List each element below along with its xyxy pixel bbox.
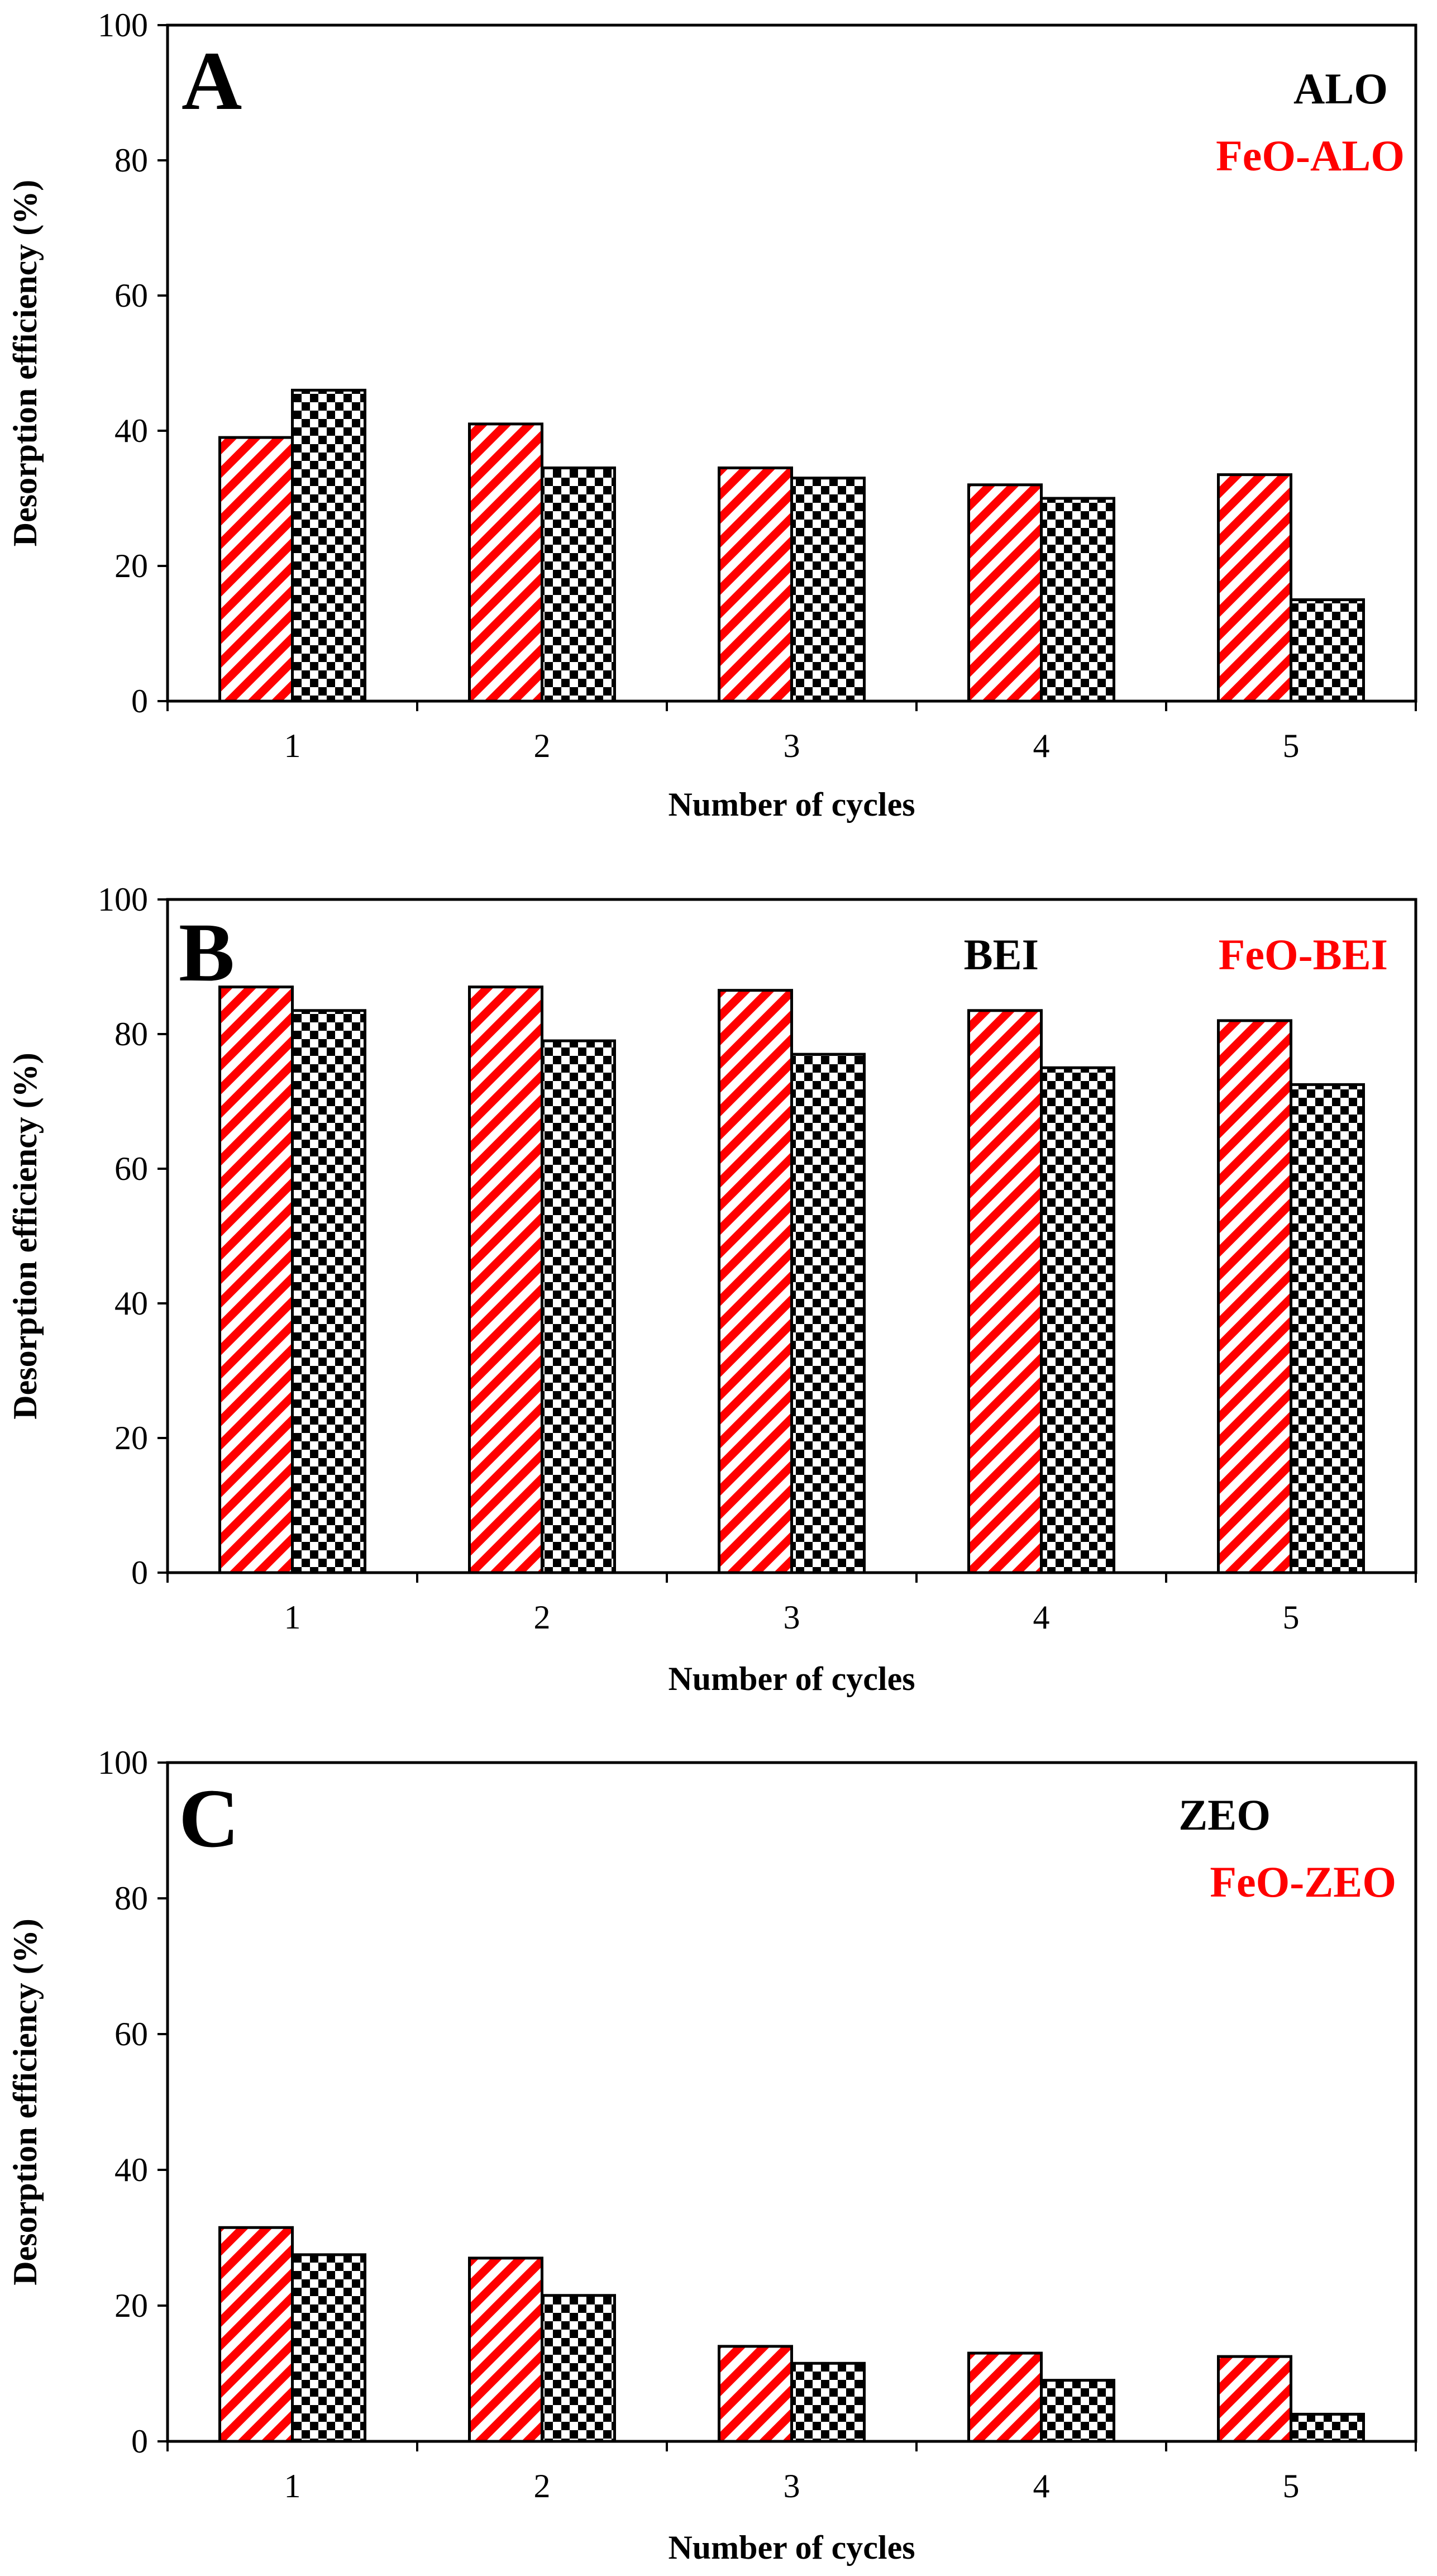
- y-tick-label: 60: [114, 1150, 148, 1187]
- bar-feo-bei-cycle-2: [468, 985, 543, 1574]
- y-tick-label: 40: [114, 1285, 148, 1322]
- x-tick-label: 3: [784, 2468, 800, 2504]
- y-tick-label: 0: [131, 1554, 148, 1591]
- y-tick-label: 0: [131, 2423, 148, 2460]
- bar-alo-cycle-2: [541, 466, 616, 703]
- bar-zeo-cycle-2: [541, 2294, 616, 2443]
- y-tick-label: 80: [114, 1880, 148, 1917]
- x-tick-label: 5: [1283, 2468, 1300, 2504]
- bar-feo-bei-cycle-3: [718, 989, 793, 1574]
- y-tick-label: 100: [98, 881, 148, 918]
- chart-panel-b: 0 20 40 60 80 100 1 2 3 4 5 Number of cycles Desorpt…: [7, 881, 1417, 1697]
- legend-entry-bei: BEI: [964, 930, 1039, 979]
- x-axis-title: Number of cycles: [668, 786, 915, 823]
- y-tick-label: 80: [114, 1016, 148, 1053]
- bar-alo-cycle-4: [1040, 497, 1115, 703]
- bar-zeo-cycle-1: [291, 2253, 366, 2443]
- bar-zeo-cycle-4: [1040, 2379, 1115, 2443]
- bar-bei-cycle-1: [291, 1009, 366, 1574]
- bar-alo-cycle-3: [790, 477, 866, 703]
- bar-alo-cycle-5: [1290, 598, 1365, 703]
- bar-alo-cycle-1: [291, 388, 366, 703]
- chart-panel-c: 0 20 40 60 80 100 1 2 3 4 5 Number of cycles Desorpt…: [7, 1744, 1417, 2566]
- bar-feo-bei-cycle-1: [218, 985, 294, 1574]
- bar-feo-alo-cycle-3: [718, 466, 793, 703]
- legend-entry-feo-bei: FeO-BEI: [1219, 930, 1388, 979]
- bar-bei-cycle-3: [790, 1053, 866, 1574]
- bar-bei-cycle-2: [541, 1039, 616, 1574]
- x-tick-label: 4: [1033, 727, 1050, 764]
- y-tick-label: 40: [114, 412, 148, 449]
- legend-entry-feo-zeo: FeO-ZEO: [1210, 1858, 1396, 1906]
- x-tick-label: 5: [1283, 727, 1300, 764]
- x-tick-label: 3: [784, 1599, 800, 1636]
- x-tick-label: 2: [534, 2468, 551, 2504]
- x-tick-label: 2: [534, 1599, 551, 1636]
- x-tick-label: 5: [1283, 1599, 1300, 1636]
- y-tick-label: 60: [114, 277, 148, 314]
- y-tick-label: 0: [131, 683, 148, 720]
- bar-feo-alo-cycle-2: [468, 422, 543, 703]
- y-axis-title: Desorption efficiency (%): [7, 1918, 44, 2285]
- bar-zeo-cycle-5: [1290, 2412, 1365, 2443]
- y-tick-label: 20: [114, 2287, 148, 2324]
- y-tick-label: 60: [114, 2016, 148, 2053]
- x-tick-label: 2: [534, 727, 551, 764]
- legend-entry-zeo: ZEO: [1178, 1791, 1271, 1839]
- panel-label: B: [179, 906, 235, 999]
- x-axis-title: Number of cycles: [668, 2529, 915, 2566]
- x-tick-label: 4: [1033, 2468, 1050, 2504]
- y-tick-label: 40: [114, 2151, 148, 2188]
- x-tick-label: 4: [1033, 1599, 1050, 1636]
- panel-label: C: [179, 1772, 239, 1865]
- x-tick-label: 1: [284, 1599, 301, 1636]
- y-axis-title: Desorption efficiency (%): [7, 180, 44, 546]
- y-tick-label: 100: [98, 1744, 148, 1781]
- bar-feo-zeo-cycle-5: [1217, 2355, 1292, 2443]
- panel-label: A: [182, 35, 242, 127]
- bar-feo-bei-cycle-5: [1217, 1019, 1292, 1574]
- x-axis-title: Number of cycles: [668, 1660, 915, 1697]
- x-tick-label: 1: [284, 727, 301, 764]
- bar-feo-zeo-cycle-4: [967, 2351, 1043, 2443]
- bar-feo-alo-cycle-4: [967, 483, 1043, 703]
- bar-zeo-cycle-3: [790, 2361, 866, 2443]
- legend-entry-alo: ALO: [1293, 64, 1388, 113]
- x-tick-label: 3: [784, 727, 800, 764]
- bar-feo-alo-cycle-5: [1217, 473, 1292, 703]
- y-axis-title: Desorption efficiency (%): [7, 1053, 44, 1419]
- bar-feo-zeo-cycle-3: [718, 2345, 793, 2443]
- y-tick-label: 80: [114, 142, 148, 179]
- chart-panel-a: 0 20 40 60 80 100 1 2 3 4 5 Number of cycles Desorpt…: [7, 7, 1417, 823]
- bar-feo-zeo-cycle-1: [218, 2226, 294, 2443]
- y-tick-label: 20: [114, 1420, 148, 1456]
- bar-feo-alo-cycle-1: [218, 436, 294, 703]
- bar-bei-cycle-4: [1040, 1066, 1115, 1574]
- bar-feo-bei-cycle-4: [967, 1009, 1043, 1574]
- bar-feo-zeo-cycle-2: [468, 2256, 543, 2443]
- bar-bei-cycle-5: [1290, 1083, 1365, 1574]
- y-tick-label: 100: [98, 7, 148, 44]
- legend-entry-feo-alo: FeO-ALO: [1216, 131, 1405, 180]
- y-tick-label: 20: [114, 547, 148, 584]
- x-tick-label: 1: [284, 2468, 301, 2504]
